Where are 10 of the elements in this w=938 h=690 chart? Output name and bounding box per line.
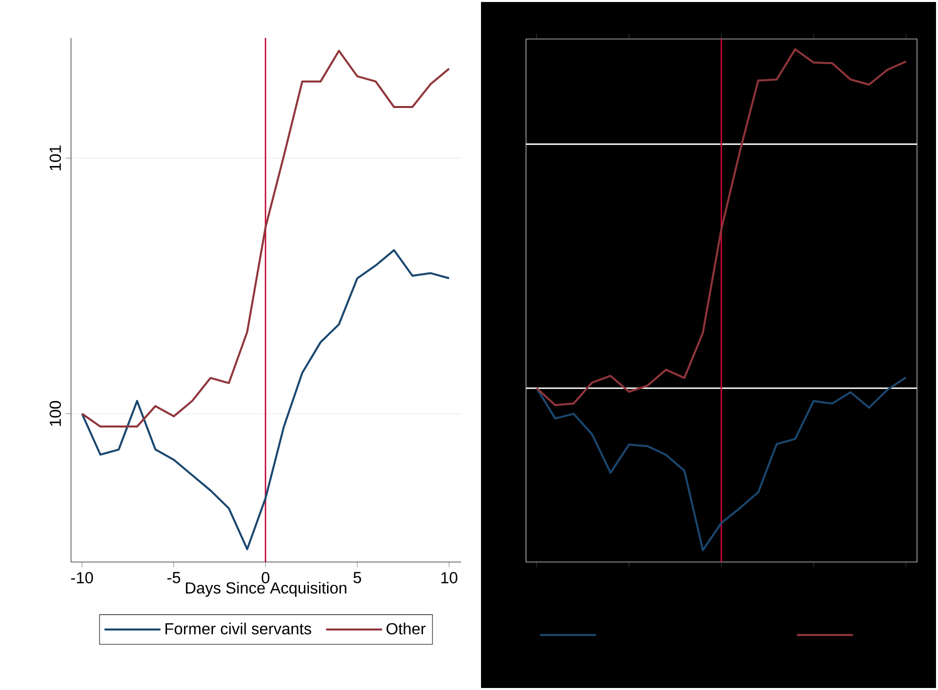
x-tick-label: -10 xyxy=(71,572,93,584)
x-tick-label: 5 xyxy=(354,572,362,584)
x-tick-label: -5 xyxy=(167,572,180,584)
x-tick-label: 10 xyxy=(441,572,458,584)
legend-label: Other xyxy=(386,622,426,634)
y-tick-label: 101 xyxy=(50,146,61,170)
y-tick-label: 100 xyxy=(50,401,61,426)
line-series xyxy=(81,249,450,550)
x-tick-label: 0 xyxy=(262,572,270,584)
legend-label: Former civil servants xyxy=(166,622,312,634)
